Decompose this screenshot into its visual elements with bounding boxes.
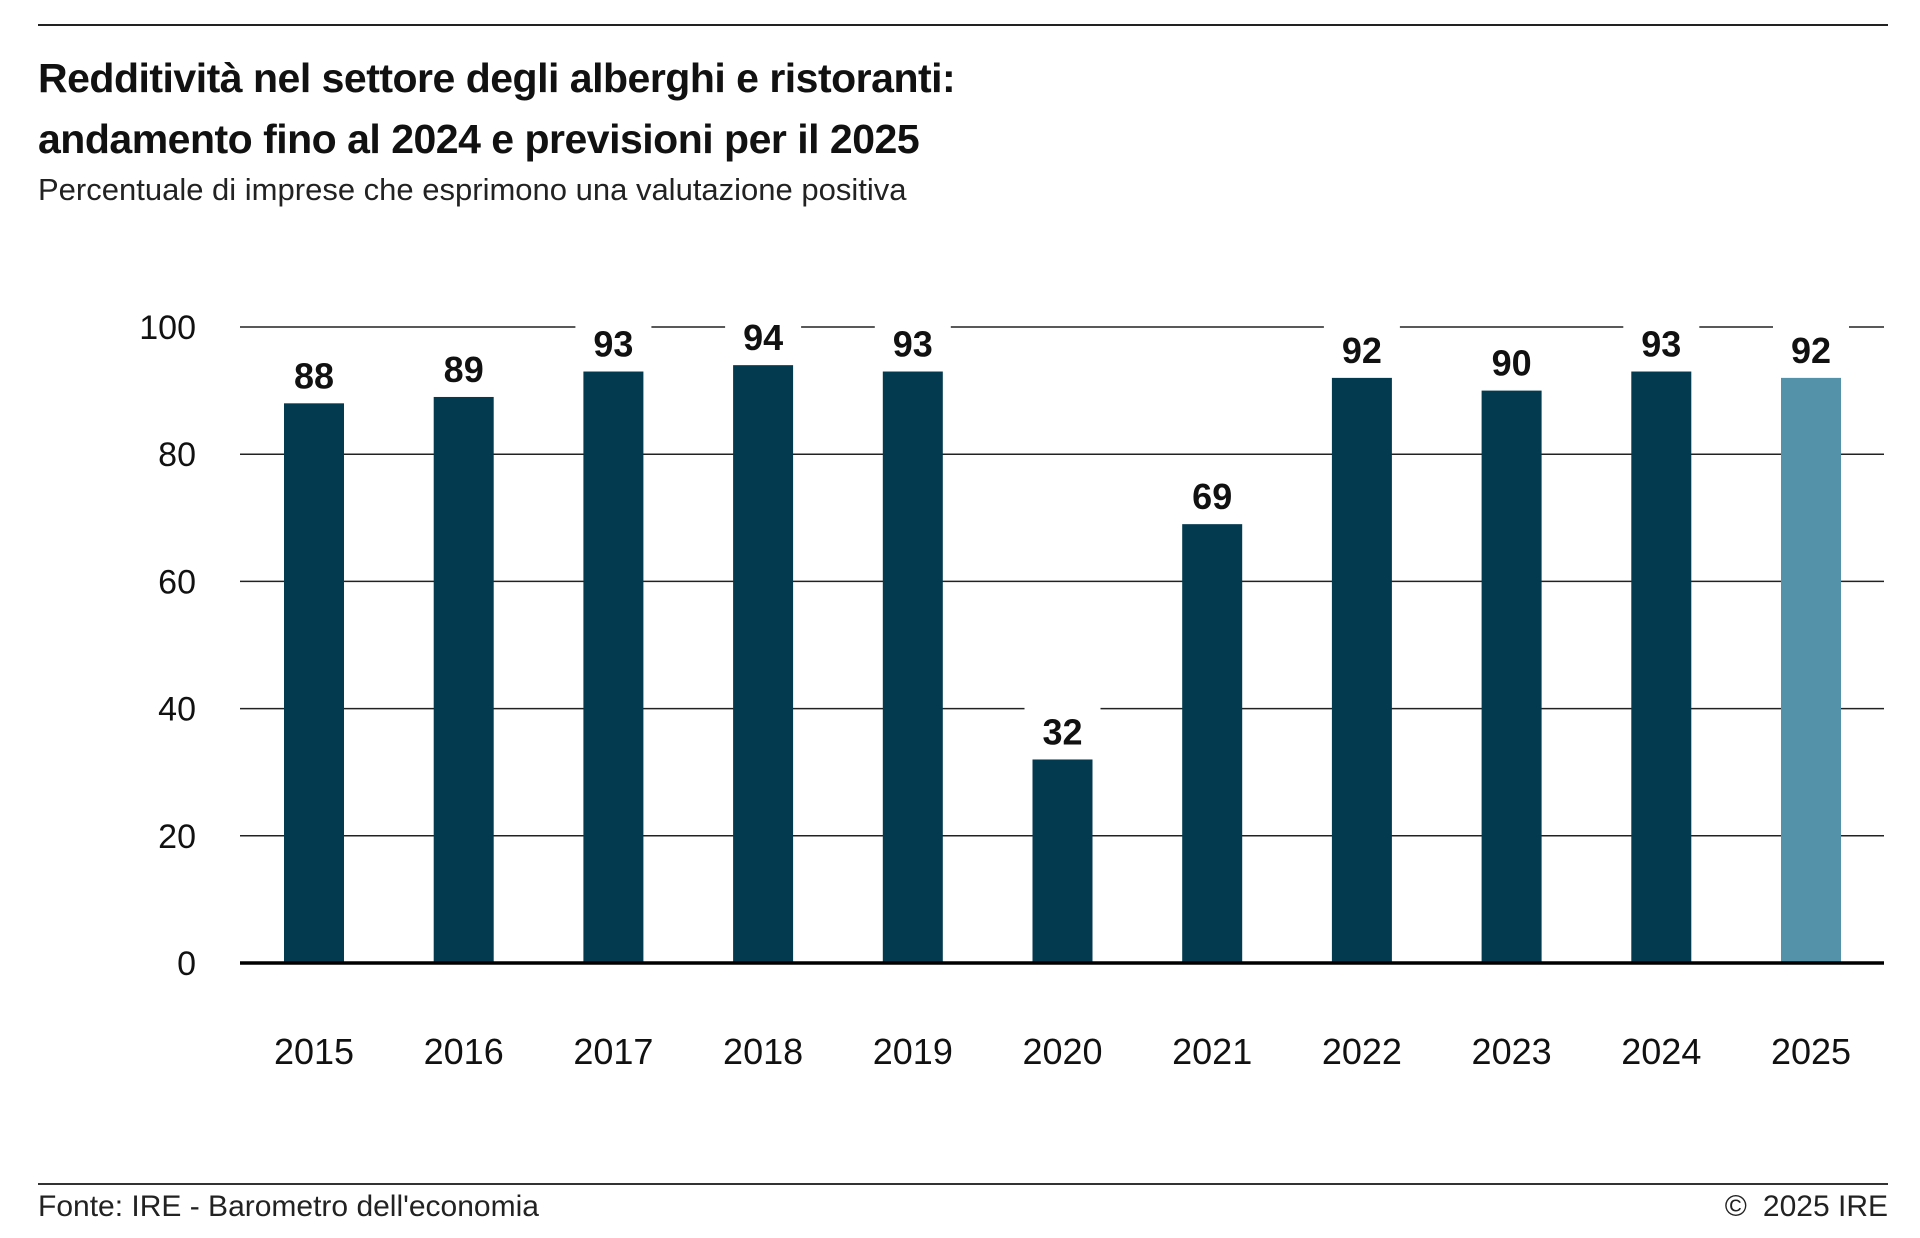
data-label: 92 (1342, 330, 1382, 371)
bar-2021 (1182, 524, 1243, 963)
y-tick-label: 40 (158, 691, 196, 729)
data-label-background (1623, 318, 1700, 367)
y-tick-label: 20 (158, 818, 196, 856)
y-tick-label: 0 (177, 945, 196, 983)
data-label-background (1323, 324, 1400, 373)
data-label: 69 (1192, 476, 1232, 517)
data-label-background (575, 318, 652, 367)
bar-chart: 0 20 40 60 80 100 88 2015 89 2016 93 2017 94 2018 93 20… (139, 309, 1884, 1072)
x-tick-label: 2018 (723, 1031, 803, 1072)
x-tick-label: 2023 (1472, 1031, 1552, 1072)
data-label: 89 (444, 349, 484, 390)
copyright-note: © 2025 IRE (1725, 1190, 1888, 1224)
x-tick-label: 2020 (1022, 1031, 1102, 1072)
bottom-rule (38, 1183, 1888, 1185)
data-label: 32 (1042, 711, 1082, 752)
data-label-background (725, 312, 802, 361)
y-tick-label: 80 (158, 436, 196, 474)
bar-2022 (1331, 377, 1392, 963)
bar-2018 (733, 365, 794, 963)
bar-2019 (882, 371, 943, 963)
data-label: 93 (593, 324, 633, 365)
x-tick-label: 2024 (1621, 1031, 1701, 1072)
data-label-background (1174, 471, 1251, 520)
data-label: 90 (1492, 343, 1532, 384)
data-label: 93 (893, 324, 933, 365)
data-label-background (1473, 337, 1550, 386)
x-tick-label: 2021 (1172, 1031, 1252, 1072)
data-label-background (425, 343, 502, 392)
x-tick-label: 2019 (873, 1031, 953, 1072)
top-rule (38, 24, 1888, 26)
x-tick-label: 2022 (1322, 1031, 1402, 1072)
x-tick-label: 2016 (424, 1031, 504, 1072)
bar-2025 (1781, 377, 1841, 963)
bar-2024 (1631, 371, 1692, 963)
bar-2017 (583, 371, 644, 963)
data-label-background (874, 318, 951, 367)
data-label: 92 (1791, 330, 1831, 371)
source-note: Fonte: IRE - Barometro dell'economia (38, 1190, 539, 1223)
chart-title-line-1: Redditività nel settore degli alberghi e… (38, 55, 956, 101)
chart-title: Redditività nel settore degli alberghi e… (38, 48, 1538, 170)
data-label: 93 (1641, 324, 1681, 365)
copyright-text: 2025 IRE (1762, 1190, 1888, 1223)
chart-title-line-2: andamento fino al 2024 e previsioni per … (38, 116, 920, 162)
bar-2015 (284, 403, 344, 963)
data-label: 88 (294, 355, 334, 396)
bar-2023 (1481, 390, 1542, 964)
data-label-background (1773, 324, 1849, 373)
y-tick-label: 60 (158, 563, 196, 601)
data-label-background (276, 350, 352, 399)
data-label: 94 (743, 317, 783, 358)
y-tick-label: 100 (139, 309, 196, 347)
chart-subtitle: Percentuale di imprese che esprimono una… (38, 172, 907, 207)
x-tick-label: 2015 (274, 1031, 354, 1072)
bar-2016 (433, 396, 494, 964)
bar-2020 (1032, 759, 1093, 963)
x-tick-label: 2017 (573, 1031, 653, 1072)
data-label-background (1024, 706, 1101, 755)
copyright-symbol: © (1724, 1190, 1747, 1223)
x-tick-label: 2025 (1771, 1031, 1851, 1072)
